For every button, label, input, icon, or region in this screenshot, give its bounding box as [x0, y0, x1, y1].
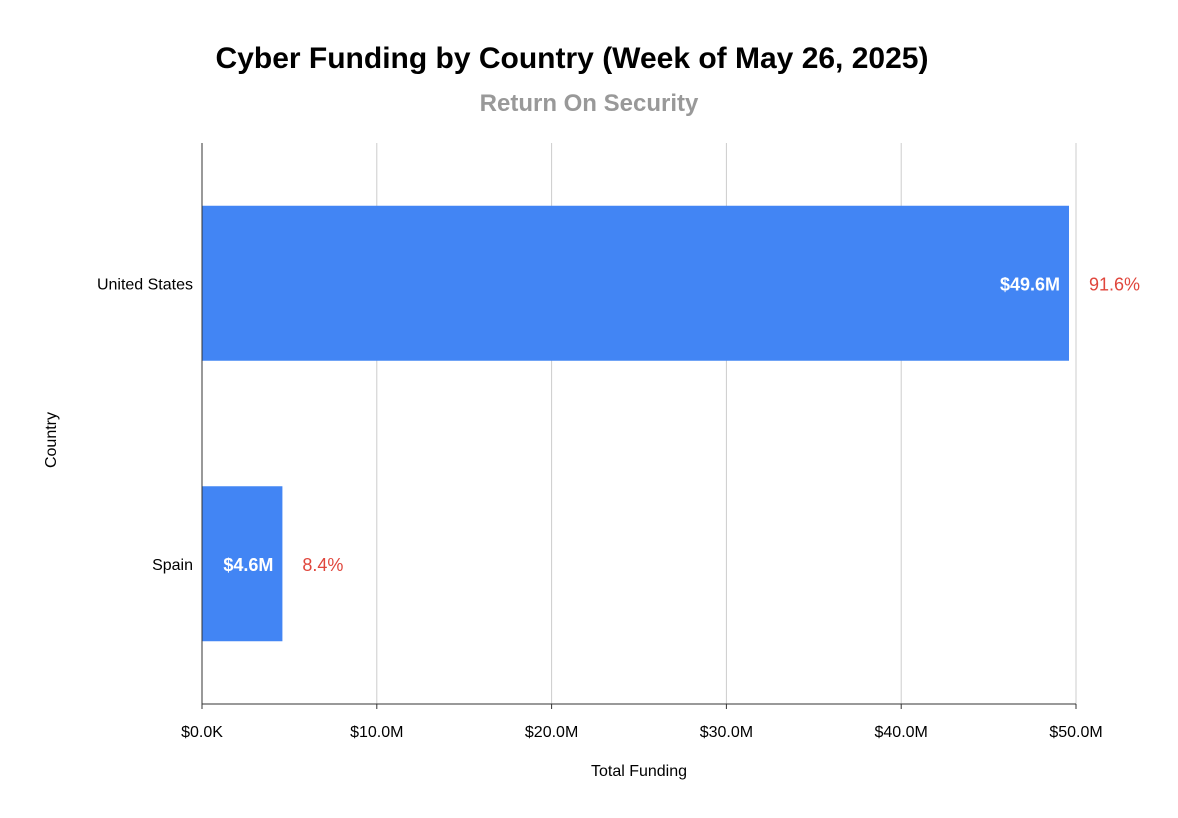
bar: [202, 205, 1070, 361]
x-axis-title: Total Funding: [591, 763, 687, 780]
x-tick-label: $40.0M: [875, 724, 928, 741]
x-tick-label: $50.0M: [1049, 724, 1102, 741]
y-tick-label: Spain: [152, 557, 193, 574]
bars: [202, 205, 1070, 642]
y-axis-title: Country: [43, 412, 60, 468]
bar: [202, 486, 283, 642]
data-labels: $49.6M 91.6% $4.6M 8.4%: [223, 274, 1140, 575]
bar-value-label: $49.6M: [1000, 274, 1060, 294]
chart-subtitle: Return On Security: [480, 90, 699, 117]
x-tick-label: $0.0K: [181, 724, 223, 741]
x-tick-label: $30.0M: [700, 724, 753, 741]
bar-value-label: $4.6M: [223, 555, 273, 575]
chart-title: Cyber Funding by Country (Week of May 26…: [216, 42, 929, 75]
bar-percent-label: 8.4%: [302, 555, 343, 575]
y-tick-label: United States: [97, 276, 193, 293]
bar-percent-label: 91.6%: [1089, 274, 1140, 294]
x-tick-label: $10.0M: [350, 724, 403, 741]
x-tick-label: $20.0M: [525, 724, 578, 741]
tick-labels: $0.0K $10.0M $20.0M $30.0M $40.0M $50.0M Unite…: [97, 276, 1103, 741]
axes: [201, 143, 1077, 709]
